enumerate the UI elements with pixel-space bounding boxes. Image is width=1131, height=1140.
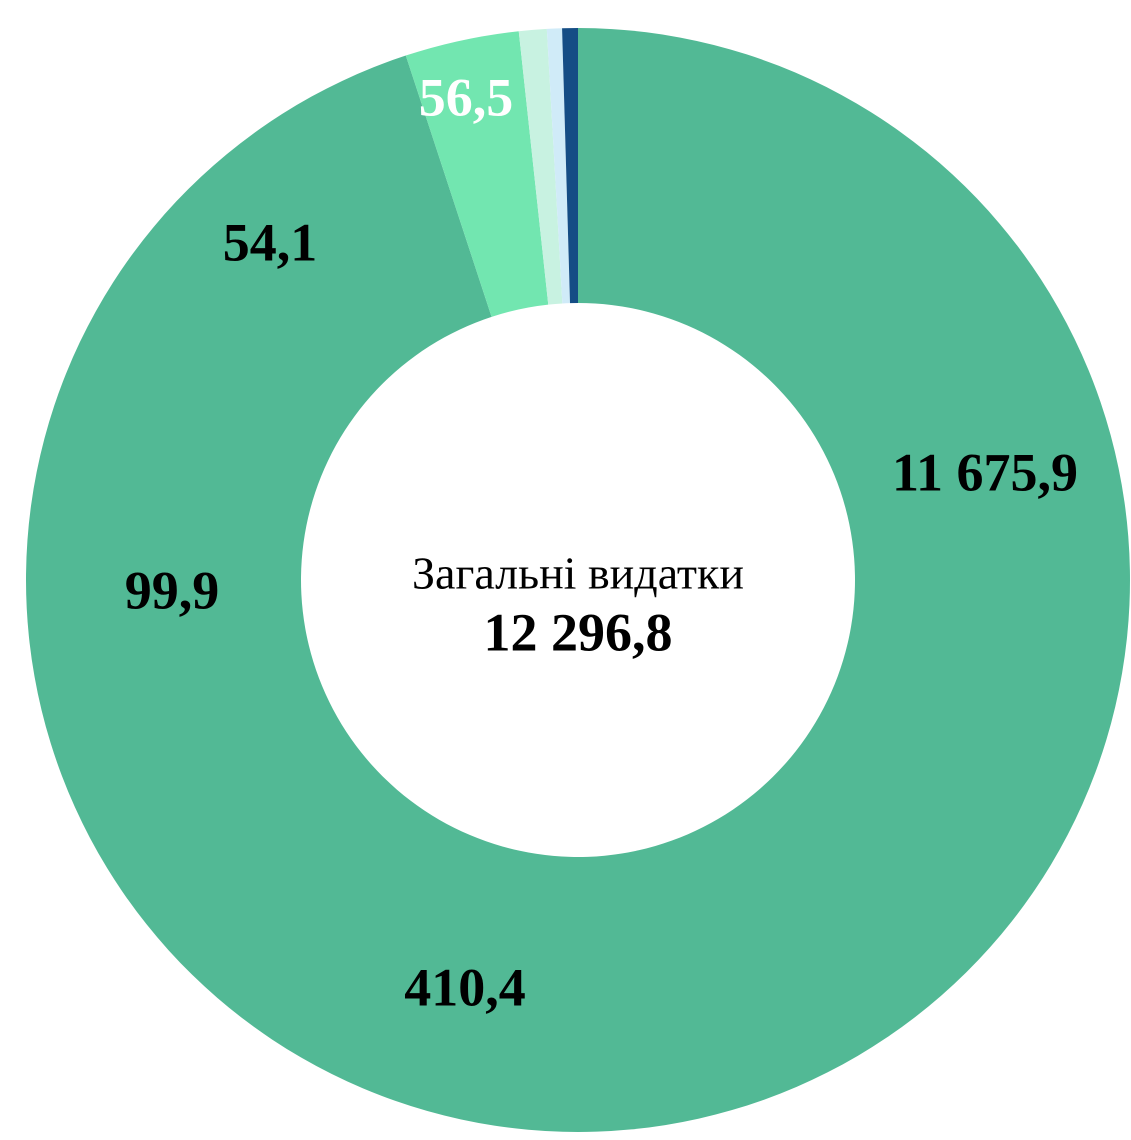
data-label: 56,5 bbox=[419, 67, 514, 127]
center-total: 12 296,8 bbox=[484, 602, 673, 662]
center-title: Загальні видатки bbox=[412, 548, 744, 599]
donut-slice bbox=[546, 28, 571, 304]
data-label: 410,4 bbox=[404, 957, 526, 1017]
data-label: 11 675,9 bbox=[892, 442, 1078, 502]
donut-slice bbox=[518, 28, 563, 305]
donut-slice bbox=[562, 28, 578, 304]
donut-slice bbox=[405, 31, 549, 317]
data-label: 99,9 bbox=[125, 560, 220, 620]
donut-slice bbox=[25, 28, 1131, 1132]
data-label: 54,1 bbox=[223, 212, 318, 272]
